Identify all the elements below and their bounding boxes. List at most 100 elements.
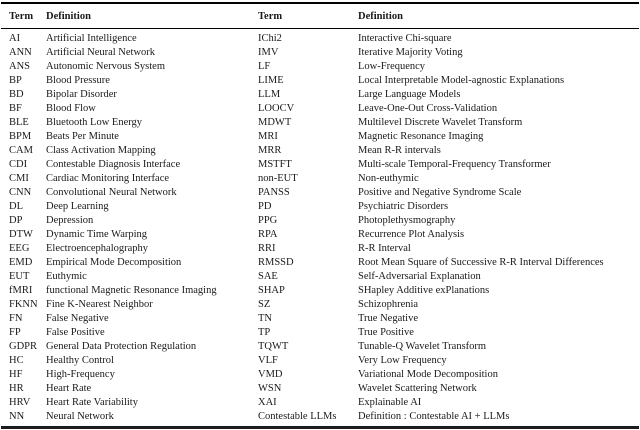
definition-cell-1: Neural Network [46, 411, 114, 422]
definition-cell-2: Multi-scale Temporal-Frequency Transform… [358, 159, 551, 170]
term-cell-1: BP [9, 75, 22, 86]
definition-cell-1: Blood Flow [46, 103, 96, 114]
term-cell-2: LLM [258, 89, 281, 100]
table-row: CAM Class Activation Mapping MRR Mean R-R i… [1, 144, 639, 158]
term-cell-1: HC [9, 355, 24, 366]
definition-cell-2: Local Interpretable Model-agnostic Expla… [358, 75, 565, 86]
definition-cell-2: Wavelet Scattering Network [358, 383, 477, 394]
term-cell-1: BPM [9, 131, 32, 142]
definition-cell-1: Deep Learning [46, 201, 109, 212]
definition-cell-1: Blood Pressure [46, 75, 110, 86]
table-row: HF High-Frequency VMD Variational Mode Deco… [1, 368, 639, 382]
table-row: GDPR General Data Protection Regulation TQ… [1, 340, 639, 354]
term-cell-1: HR [9, 383, 24, 394]
table-row: fMRI functional Magnetic Resonance Imagin… [1, 284, 639, 298]
table-row: CNN Convolutional Neural Network PANSS Posi… [1, 186, 639, 200]
definition-cell-2: Multilevel Discrete Wavelet Transform [358, 117, 523, 128]
definition-cell-1: Depression [46, 215, 94, 226]
term-cell-2: LIME [258, 75, 284, 86]
term-cell-1: CNN [9, 187, 32, 198]
table-row: EUT Euthymic SAE Self-Adversarial Explanati… [1, 270, 639, 284]
definition-cell-2: Explainable AI [358, 397, 422, 408]
term-cell-1: BD [9, 89, 24, 100]
table-row: FKNN Fine K-Nearest Neighbor SZ Schizophren… [1, 298, 639, 312]
term-cell-1: EEG [9, 243, 30, 254]
term-cell-2: TP [258, 327, 271, 338]
header-definition-right: Definition [358, 3, 639, 29]
definition-cell-2: Variational Mode Decomposition [358, 369, 498, 380]
table-row: HR Heart Rate WSN Wavelet Scattering Networ… [1, 382, 639, 396]
term-cell-1: GDPR [9, 341, 38, 352]
definition-cell-1: Artificial Intelligence [46, 33, 137, 44]
definition-cell-2: Self-Adversarial Explanation [358, 271, 481, 282]
table-row: DP Depression PPG Photoplethysmography [1, 214, 639, 228]
term-cell-2: SAE [258, 271, 278, 282]
definition-cell-1: Cardiac Monitoring Interface [46, 173, 170, 184]
term-cell-2: RRI [258, 243, 276, 254]
term-cell-1: AI [9, 33, 21, 44]
table-row: FP False Positive TP True Positive [1, 326, 639, 340]
term-cell-2: TQWT [258, 341, 289, 352]
term-cell-2: VMD [258, 369, 283, 380]
table-row: NN Neural Network Contestable LLMs Definiti… [1, 410, 639, 428]
table-row: ANS Autonomic Nervous System LF Low-Frequen… [1, 60, 639, 74]
definition-cell-1: Euthymic [46, 271, 87, 282]
definition-cell-2: Definition : Contestable AI + LLMs [358, 411, 510, 422]
term-cell-1: BLE [9, 117, 29, 128]
definition-cell-2: Mean R-R intervals [358, 145, 441, 156]
definition-cell-2: Root Mean Square of Successive R-R Inter… [358, 257, 604, 268]
term-cell-2: SZ [258, 299, 271, 310]
definition-cell-1: Empirical Mode Decomposition [46, 257, 182, 268]
definition-cell-2: Photoplethysmography [358, 215, 456, 226]
table-row: DL Deep Learning PD Psychiatric Disorders [1, 200, 639, 214]
definition-cell-1: False Negative [46, 313, 109, 324]
definition-cell-2: Large Language Models [358, 89, 461, 100]
term-cell-2: RPA [258, 229, 278, 240]
definition-cell-2: Tunable-Q Wavelet Transform [358, 341, 487, 352]
table-row: EMD Empirical Mode Decomposition RMSSD Root… [1, 256, 639, 270]
term-cell-1: FKNN [9, 299, 38, 310]
term-cell-2: VLF [258, 355, 278, 366]
table-row: CDI Contestable Diagnosis Interface MSTFT M… [1, 158, 639, 172]
term-cell-1: DTW [9, 229, 33, 240]
definition-cell-1: Bipolar Disorder [46, 89, 117, 100]
term-cell-1: FP [9, 327, 21, 338]
definition-cell-2: True Negative [358, 313, 418, 324]
definition-cell-1: False Positive [46, 327, 105, 338]
definition-cell-1: Heart Rate [46, 383, 92, 394]
table-row: BD Bipolar Disorder LLM Large Language Mode… [1, 88, 639, 102]
term-cell-2: WSN [258, 383, 282, 394]
header-definition-left: Definition [46, 3, 258, 29]
definition-cell-2: Schizophrenia [358, 299, 419, 310]
term-cell-1: FN [9, 313, 23, 324]
definition-cell-2: Low-Frequency [358, 61, 426, 72]
definition-cell-1: General Data Protection Regulation [46, 341, 197, 352]
term-cell-1: HF [9, 369, 23, 380]
definition-cell-2: Leave-One-Out Cross-Validation [358, 103, 498, 114]
definition-cell-1: Bluetooth Low Energy [46, 117, 143, 128]
definition-cell-2: Non-euthymic [358, 173, 419, 184]
header-term-left: Term [1, 3, 46, 29]
definition-cell-1: Fine K-Nearest Neighbor [46, 299, 153, 310]
term-cell-1: ANN [9, 47, 32, 58]
table-row: ANN Artificial Neural Network IMV Iterative… [1, 46, 639, 60]
definition-cell-1: Convolutional Neural Network [46, 187, 177, 198]
term-cell-1: CMI [9, 173, 29, 184]
table-row: CMI Cardiac Monitoring Interface non-EUT No… [1, 172, 639, 186]
term-cell-2: MSTFT [258, 159, 292, 170]
header-term-right: Term [258, 3, 358, 29]
table-row: HRV Heart Rate Variability XAI Explainable … [1, 396, 639, 410]
table-row: BLE Bluetooth Low Energy MDWT Multilevel Di… [1, 116, 639, 130]
term-cell-2: RMSSD [258, 257, 294, 268]
term-cell-1: BF [9, 103, 22, 114]
table-row: DTW Dynamic Time Warping RPA Recurrence Plo… [1, 228, 639, 242]
table-row: BP Blood Pressure LIME Local Interpretable … [1, 74, 639, 88]
definition-cell-1: Beats Per Minute [46, 131, 119, 142]
definition-cell-2: True Positive [358, 327, 414, 338]
definition-cell-2: Iterative Majority Voting [358, 47, 463, 58]
term-cell-1: DL [9, 201, 23, 212]
term-cell-1: HRV [9, 397, 31, 408]
table-row: BPM Beats Per Minute MRI Magnetic Resonance… [1, 130, 639, 144]
